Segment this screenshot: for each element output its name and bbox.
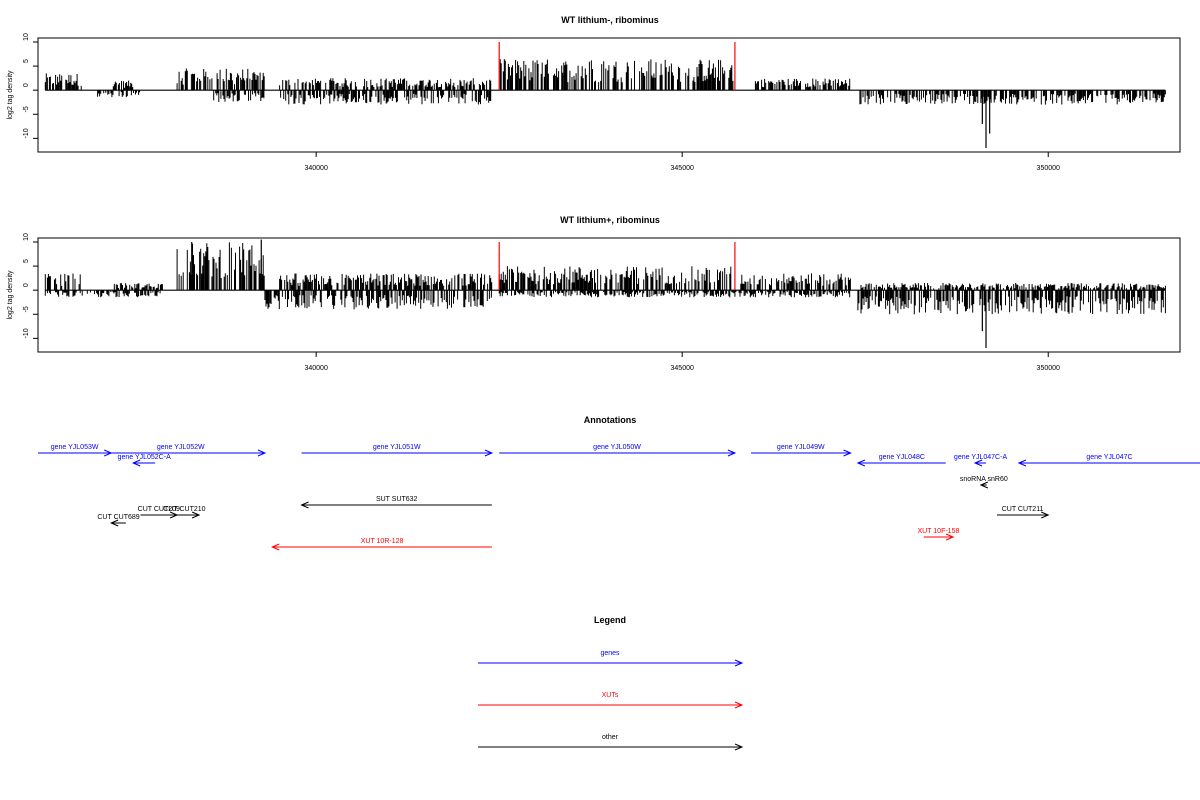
- x-tick-label: 340000: [304, 365, 327, 372]
- plot-frame: [37, 37, 1181, 153]
- feature-arrow: [270, 543, 492, 551]
- feature-arrow: [751, 449, 852, 457]
- feature-label: XUT 10F-158: [917, 528, 959, 535]
- legend-label: other: [602, 734, 619, 741]
- y-axis-label: log2 tag density: [7, 70, 14, 120]
- feature-label: gene YJL051W: [373, 444, 421, 451]
- feature-arrow: [499, 449, 737, 457]
- x-tick-label: 345000: [671, 365, 694, 372]
- signal-series: [44, 242, 1166, 315]
- legend: Legend genes XUTs other: [478, 615, 744, 751]
- feature-arrow: [923, 533, 955, 541]
- panel-title: WT lithium+, ribominus: [560, 215, 660, 225]
- feature-label: CUT CUT689: [97, 514, 139, 521]
- panel-lithium-plus: WT lithium+, ribominus log2 tag density …: [7, 215, 1181, 372]
- y-axis-label: log2 tag density: [7, 270, 14, 320]
- legend-arrow: [478, 659, 744, 667]
- feature-arrows: gene YJL053W gene YJL052C-A gene YJL052W ge…: [38, 444, 1200, 551]
- legend-label: genes: [600, 650, 620, 657]
- feature-arrow: [131, 459, 156, 467]
- feature-label: gene YJL050W: [593, 444, 641, 451]
- feature-arrow: [301, 449, 494, 457]
- y-tick-label: -10: [23, 328, 30, 338]
- feature-arrow: [169, 511, 201, 519]
- feature-label: snoRNA snR60: [960, 476, 1008, 483]
- feature-label: gene YJL047C-A: [954, 454, 1008, 461]
- x-tick-label: 340000: [304, 165, 327, 172]
- feature-arrow: [979, 481, 989, 489]
- feature-arrow: [973, 459, 987, 467]
- feature-arrow: [96, 449, 267, 457]
- panel-title: WT lithium-, ribominus: [561, 15, 659, 25]
- feature-label: CUT CUT210: [163, 506, 205, 513]
- y-axis: 10 5 0 -5 -10: [23, 33, 38, 139]
- signal-bars: [44, 42, 1166, 148]
- y-tick-label: 5: [23, 59, 30, 63]
- plot-frame: [37, 237, 1181, 353]
- feature-label: gene YJL053W: [51, 444, 99, 451]
- feature-label: gene YJL048C: [879, 454, 925, 461]
- feature-label: SUT SUT632: [376, 496, 418, 503]
- feature-label: CUT CUT209: [138, 506, 180, 513]
- annotations-title: Annotations: [584, 415, 637, 425]
- y-tick-label: -10: [23, 128, 30, 138]
- y-tick-label: 0: [23, 283, 30, 287]
- x-tick-label: 345000: [671, 165, 694, 172]
- legend-label: XUTs: [602, 692, 619, 699]
- x-tick-label: 350000: [1037, 365, 1060, 372]
- y-tick-label: -5: [23, 306, 30, 312]
- feature-arrow: [109, 519, 126, 527]
- legend-title: Legend: [594, 615, 626, 625]
- feature-arrow: [1017, 459, 1200, 467]
- y-tick-label: 10: [23, 33, 30, 41]
- feature-label: gene YJL047C: [1086, 454, 1132, 461]
- x-tick-label: 350000: [1037, 165, 1060, 172]
- y-tick-label: 5: [23, 259, 30, 263]
- signal-series: [44, 59, 1166, 105]
- legend-arrow: [478, 701, 744, 709]
- y-tick-label: 10: [23, 233, 30, 241]
- feature-label: gene YJL049W: [777, 444, 825, 451]
- signal-bars: [44, 239, 1166, 348]
- y-tick-label: -5: [23, 106, 30, 112]
- feature-arrow: [300, 501, 492, 509]
- legend-items: genes XUTs other: [478, 650, 744, 751]
- x-axis: 340000 345000 350000: [304, 152, 1060, 172]
- y-tick-label: 0: [23, 83, 30, 87]
- feature-arrow: [996, 511, 1050, 519]
- x-axis: 340000 345000 350000: [304, 352, 1060, 372]
- feature-label: CUT CUT211: [1002, 506, 1044, 513]
- feature-arrow: [856, 459, 946, 467]
- y-axis: 10 5 0 -5 -10: [23, 233, 38, 339]
- feature-label: gene YJL052C-A: [118, 454, 172, 461]
- feature-label: XUT 10R-128: [361, 538, 404, 545]
- panel-lithium-minus: WT lithium-, ribominus log2 tag density …: [7, 15, 1181, 172]
- legend-arrow: [478, 743, 744, 751]
- feature-label: gene YJL052W: [157, 444, 205, 451]
